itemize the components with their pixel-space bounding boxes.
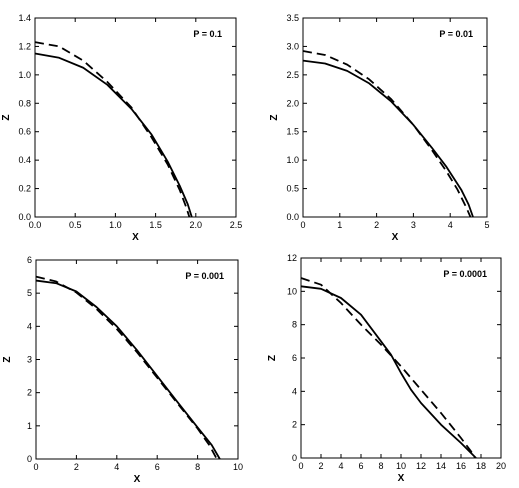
x-axis-title: X <box>132 232 139 243</box>
dashed-curve <box>34 41 191 218</box>
y-tick-label: 3 <box>27 355 32 365</box>
x-tick-label: 5 <box>484 220 489 230</box>
y-tick-label: 5 <box>27 288 32 298</box>
x-tick-label: 12 <box>416 461 426 471</box>
y-tick-label: 1.5 <box>286 127 299 137</box>
x-tick-label: 4 <box>114 462 119 472</box>
plot-frame <box>35 259 239 460</box>
y-tick-label: 8 <box>292 320 297 330</box>
x-tick-label: 3 <box>411 220 416 230</box>
x-tick-label: 14 <box>436 461 446 471</box>
y-tick-label: 4 <box>292 386 297 396</box>
x-tick-label: 2.0 <box>190 220 203 230</box>
x-tick-label: 2 <box>374 220 379 230</box>
x-tick-label: 20 <box>496 461 506 471</box>
y-tick-label: 0.0 <box>286 212 299 222</box>
y-tick-label: 0.0 <box>18 212 31 222</box>
x-axis-title: X <box>398 473 405 484</box>
x-tick-label: 0 <box>300 220 305 230</box>
panel-p-0-0001: 0 2 4 6 8 10 12 14 16 18 20 0 2 4 6 8 10 12 X Z P = 0.0001 <box>267 253 506 484</box>
solid-curve <box>34 52 193 218</box>
x-tick-label: 6 <box>358 461 363 471</box>
y-tick-label: 2.0 <box>286 98 299 108</box>
x-tick-label: 10 <box>233 462 243 472</box>
x-tick-label: 1 <box>337 220 342 230</box>
x-tick-label: 18 <box>476 461 486 471</box>
y-tick-label: 10 <box>287 286 297 296</box>
plot-frame <box>300 257 502 459</box>
y-tick-label: 0.5 <box>286 184 299 194</box>
y-tick-label: 4 <box>27 321 32 331</box>
y-tick-label: 12 <box>287 253 297 263</box>
x-tick-label: 10 <box>396 461 406 471</box>
plot-frame <box>34 17 237 218</box>
x-tick-label: 6 <box>155 462 160 472</box>
y-axis-title: Z <box>2 356 13 362</box>
y-tick-label: 6 <box>292 353 297 363</box>
y-tick-label: 1.4 <box>18 13 31 23</box>
x-tick-label: 4 <box>448 220 453 230</box>
x-tick-label: 8 <box>195 462 200 472</box>
x-tick-label: 8 <box>378 461 383 471</box>
x-axis-title: X <box>134 474 141 485</box>
x-tick-label: 0.5 <box>69 220 82 230</box>
y-tick-label: 0.6 <box>18 127 31 137</box>
x-tick-label: 16 <box>456 461 466 471</box>
p-value-label: P = 0.01 <box>439 29 473 39</box>
x-tick-label: 2 <box>318 461 323 471</box>
y-axis-title: Z <box>267 355 278 361</box>
y-tick-label: 1 <box>27 421 32 431</box>
y-tick-label: 1.0 <box>286 155 299 165</box>
p-value-label: P = 0.001 <box>185 271 224 281</box>
dashed-curve <box>302 50 472 218</box>
x-tick-label: 0 <box>33 462 38 472</box>
y-tick-label: 0.4 <box>18 155 31 165</box>
solid-curve <box>35 279 221 460</box>
y-tick-label: 3.0 <box>286 41 299 51</box>
y-axis-title: Z <box>269 114 280 120</box>
y-tick-label: 0 <box>27 454 32 464</box>
y-tick-label: 0.8 <box>18 98 31 108</box>
x-tick-label: 2 <box>74 462 79 472</box>
p-value-label: P = 0.0001 <box>443 269 487 279</box>
y-tick-label: 2 <box>27 388 32 398</box>
x-tick-label: 0.0 <box>29 220 42 230</box>
x-axis-title: X <box>392 232 399 243</box>
y-tick-label: 2 <box>292 420 297 430</box>
y-tick-label: 3.5 <box>286 13 299 23</box>
y-tick-label: 0 <box>292 453 297 463</box>
solid-curve <box>300 285 477 459</box>
x-tick-label: 4 <box>338 461 343 471</box>
y-axis-title: Z <box>1 114 12 120</box>
y-tick-label: 0.2 <box>18 184 31 194</box>
x-tick-label: 0 <box>298 461 303 471</box>
panel-p-0-01: 0 1 2 3 4 5 0.0 0.5 1.0 1.5 2.0 2.5 3.0 3.5 X Z P = 0.01 <box>269 13 490 243</box>
y-tick-label: 2.5 <box>286 70 299 80</box>
y-tick-label: 1.0 <box>18 70 31 80</box>
x-tick-label: 1.0 <box>109 220 122 230</box>
x-tick-label: 1.5 <box>149 220 162 230</box>
plot-frame <box>302 17 488 218</box>
panel-p-0-001: 0 2 4 6 8 10 0 1 2 3 4 5 6 X Z P = 0.001 <box>2 255 243 485</box>
p-value-label: P = 0.1 <box>193 29 222 39</box>
x-tick-label: 2.5 <box>230 220 243 230</box>
dashed-curve <box>35 275 218 460</box>
y-tick-label: 6 <box>27 255 32 265</box>
solid-curve <box>302 59 474 218</box>
y-tick-label: 1.2 <box>18 41 31 51</box>
panel-p-0-1: 0.0 0.5 1.0 1.5 2.0 2.5 0.0 0.2 0.4 0.6 0.8 1.0 1.2 1… <box>1 13 242 243</box>
